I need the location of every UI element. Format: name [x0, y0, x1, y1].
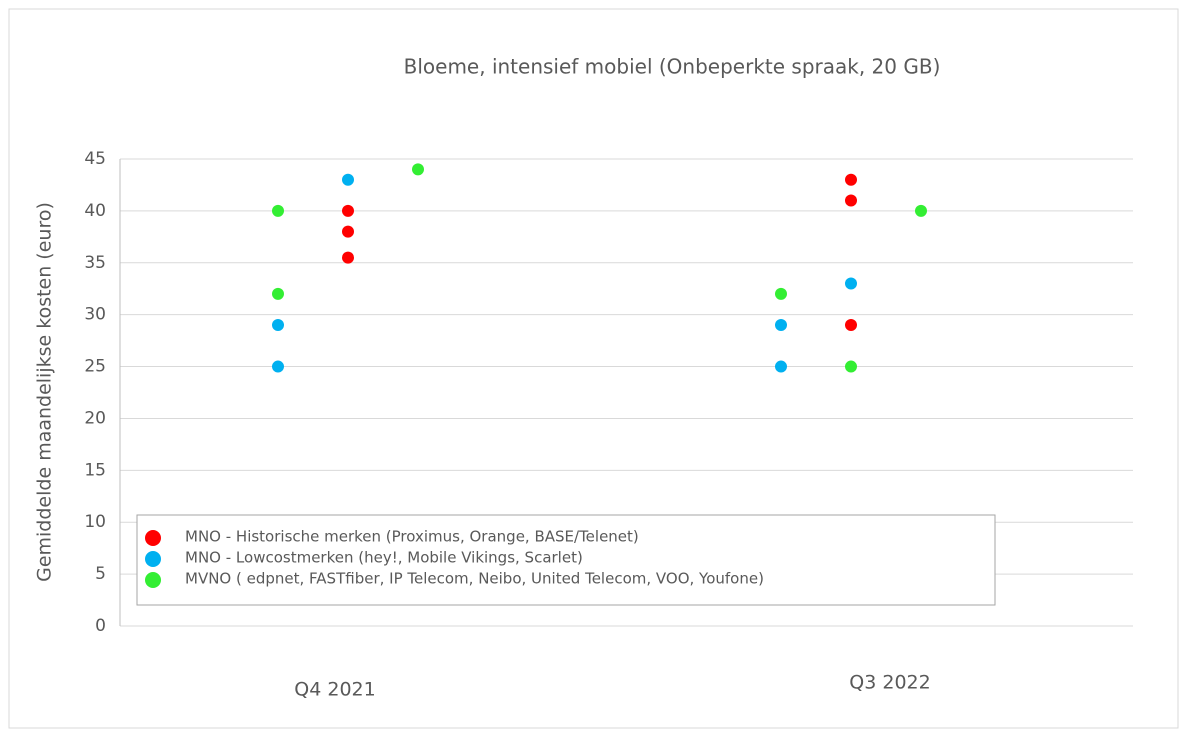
dot: [775, 319, 787, 332]
y-axis-label: Gemiddelde maandelijkse kosten (euro): [34, 202, 56, 582]
y-tick-label: 5: [95, 564, 106, 584]
y-tick-label: 45: [84, 149, 106, 169]
dot: [342, 204, 354, 217]
dot: [845, 173, 857, 186]
dot: [775, 287, 787, 300]
dot: [845, 277, 857, 290]
dot: [845, 194, 857, 207]
legend-label: MNO - Historische merken (Proximus, Oran…: [185, 528, 639, 546]
y-tick-label: 10: [84, 512, 106, 532]
dot: [342, 251, 354, 264]
dot: [272, 319, 284, 332]
legend-marker: [145, 551, 161, 567]
y-tick-label: 25: [84, 357, 106, 377]
dot: [845, 319, 857, 332]
y-tick-label: 20: [84, 408, 106, 428]
x-tick-label: Q4 2021: [294, 679, 375, 701]
y-tick-label: 40: [84, 201, 106, 221]
dot: [915, 204, 927, 217]
dot: [272, 287, 284, 300]
dot: [272, 204, 284, 217]
dot: [412, 163, 424, 176]
dot: [342, 225, 354, 238]
x-tick-label: Q3 2022: [849, 672, 930, 694]
y-tick-label: 30: [84, 305, 106, 325]
chart-title: Bloeme, intensief mobiel (Onbeperkte spr…: [404, 55, 941, 79]
dot: [272, 360, 284, 373]
legend-label: MNO - Lowcostmerken (hey!, Mobile Viking…: [185, 549, 583, 567]
y-tick-label: 15: [84, 460, 106, 480]
chart-border: [8, 8, 1179, 729]
dot: [775, 360, 787, 373]
legend-marker: [145, 530, 161, 546]
dot: [845, 360, 857, 373]
legend-label: MVNO ( edpnet, FASTfiber, IP Telecom, Ne…: [185, 570, 764, 588]
dot: [342, 173, 354, 186]
y-tick-label: 35: [84, 253, 106, 273]
legend-box: [136, 514, 996, 606]
y-tick-label: 0: [95, 616, 106, 636]
legend-marker: [145, 572, 161, 588]
